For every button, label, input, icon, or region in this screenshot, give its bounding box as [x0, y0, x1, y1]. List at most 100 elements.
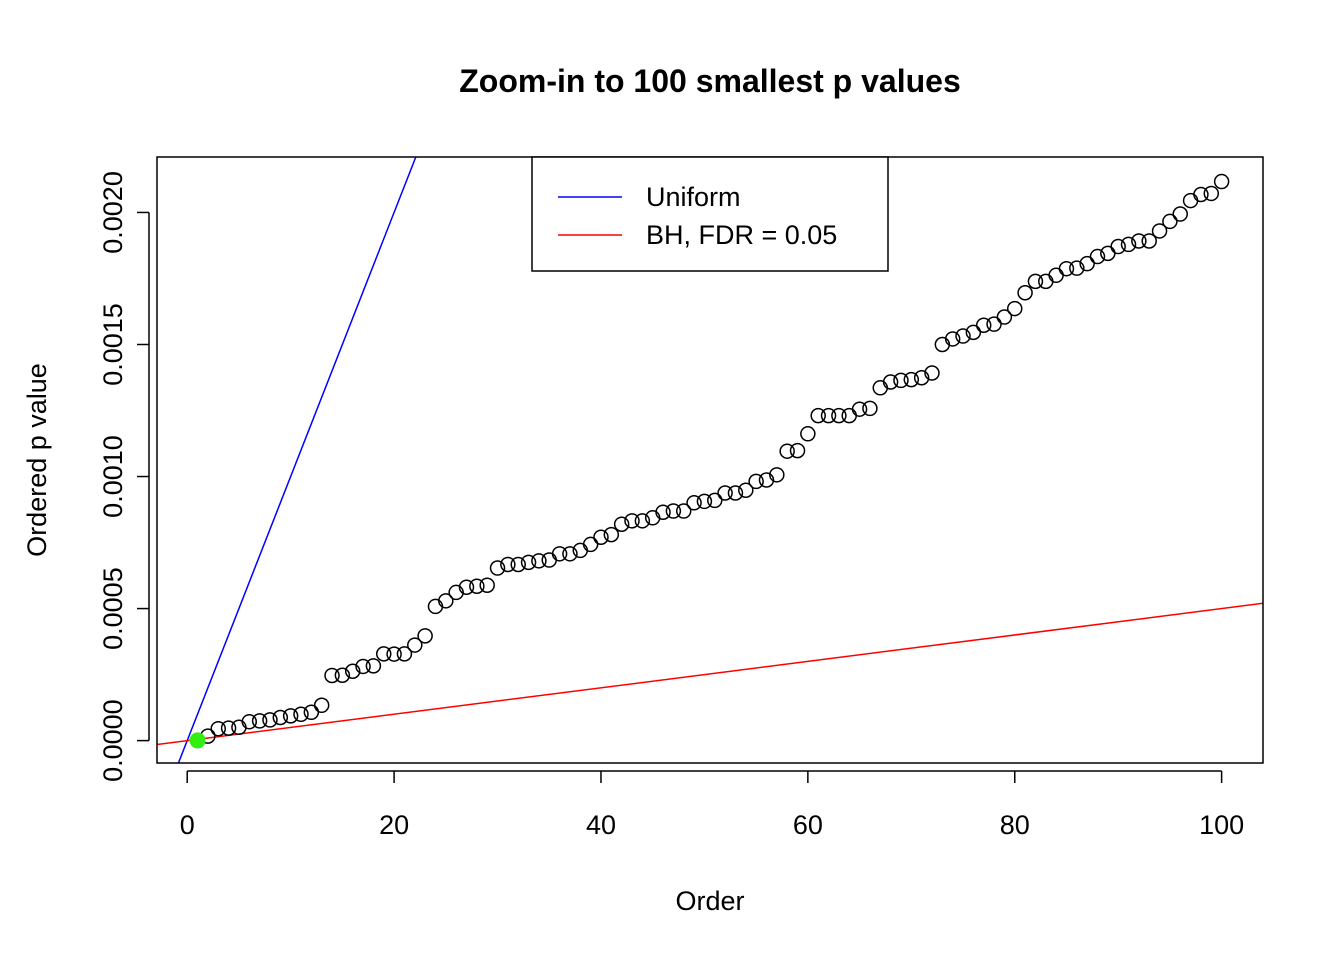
x-tick-label: 100 [1199, 810, 1244, 840]
data-point [417, 628, 433, 644]
data-point [903, 371, 920, 388]
x-axis-label: Order [675, 886, 744, 916]
x-tick-label: 40 [586, 810, 616, 840]
data-point [520, 554, 537, 571]
data-point [862, 400, 878, 417]
data-point [1038, 273, 1054, 290]
data-point [934, 336, 951, 353]
y-tick-label: 0.0005 [98, 567, 128, 650]
data-point [624, 513, 640, 529]
data-point [603, 526, 620, 543]
data-point [1182, 192, 1199, 209]
data-point [1058, 260, 1075, 277]
data-point [1027, 273, 1044, 290]
data-point [313, 697, 330, 714]
legend: Uniform BH, FDR = 0.05 [531, 156, 889, 272]
data-point [1017, 284, 1033, 301]
data-point [1079, 255, 1095, 272]
data-point [427, 598, 444, 615]
data-point [324, 667, 340, 684]
y-tick-label: 0.0010 [98, 435, 128, 518]
data-point [458, 579, 475, 595]
data-point [758, 472, 775, 488]
data-point [779, 443, 795, 459]
data-point [1162, 213, 1178, 230]
data-point [1110, 238, 1126, 255]
data-point [407, 637, 423, 653]
data-point [800, 426, 816, 442]
legend-label-bh: BH, FDR = 0.05 [646, 220, 837, 250]
data-point [1172, 206, 1188, 222]
data-point [1048, 267, 1064, 284]
x-tick-label: 0 [180, 810, 195, 840]
data-points [189, 173, 1230, 749]
data-point [1213, 173, 1230, 190]
data-point [375, 646, 392, 662]
data-point [531, 553, 547, 569]
data-point [810, 407, 826, 424]
data-point [996, 309, 1013, 325]
data-point [727, 485, 744, 501]
data-point [582, 536, 599, 553]
data-point [820, 407, 837, 424]
x-tick-label: 20 [379, 810, 409, 840]
highlighted-point [189, 732, 206, 749]
data-point [769, 467, 785, 483]
data-point [386, 646, 402, 662]
data-point [1089, 248, 1106, 265]
x-tick-label: 80 [1000, 810, 1030, 840]
data-point [717, 485, 733, 501]
data-point [1006, 300, 1023, 317]
data-point [1120, 236, 1137, 253]
data-point [593, 529, 609, 545]
data-point [489, 560, 506, 576]
data-point [748, 473, 764, 490]
y-tick-label: 0.0015 [98, 303, 128, 386]
data-point [882, 374, 899, 390]
data-point [551, 546, 568, 562]
data-point [644, 510, 661, 526]
data-point [872, 380, 889, 396]
data-point [365, 658, 382, 674]
data-point [1193, 186, 1209, 203]
data-point [210, 720, 226, 737]
data-point [613, 516, 630, 532]
data-point [986, 316, 1002, 332]
data-point [675, 503, 692, 519]
data-point [262, 712, 278, 728]
bh-line [157, 602, 1263, 746]
data-point [655, 504, 671, 520]
data-point [541, 552, 558, 568]
data-point [841, 407, 857, 424]
data-point [469, 578, 485, 594]
data-point [1131, 233, 1147, 249]
data-point [851, 401, 868, 417]
data-point [1151, 223, 1168, 239]
data-point [789, 442, 806, 459]
reference-lines [157, 157, 1263, 763]
data-point [355, 658, 371, 675]
data-point [231, 719, 247, 736]
data-point [913, 370, 930, 386]
y-tick-label: 0.0020 [98, 171, 128, 254]
data-point [893, 372, 909, 389]
data-point [955, 328, 971, 344]
y-axis-label: Ordered p value [22, 363, 52, 557]
data-point [303, 704, 320, 721]
data-point [707, 492, 723, 509]
chart-title: Zoom-in to 100 smallest p values [459, 63, 960, 99]
y-tick-label: 0.0000 [98, 699, 128, 782]
axes: 0 20 40 60 80 100 0.0000 0.0005 0.0010 0.0015 0.00… [98, 171, 1244, 840]
data-point [924, 365, 940, 381]
data-point [396, 646, 413, 662]
legend-label-uniform: Uniform [646, 182, 741, 212]
data-point [738, 482, 754, 498]
data-point [479, 577, 495, 593]
data-point [562, 546, 578, 562]
data-point [975, 317, 992, 333]
data-point [965, 324, 982, 341]
data-point [634, 513, 651, 529]
data-point [272, 709, 289, 726]
data-point [241, 713, 258, 730]
